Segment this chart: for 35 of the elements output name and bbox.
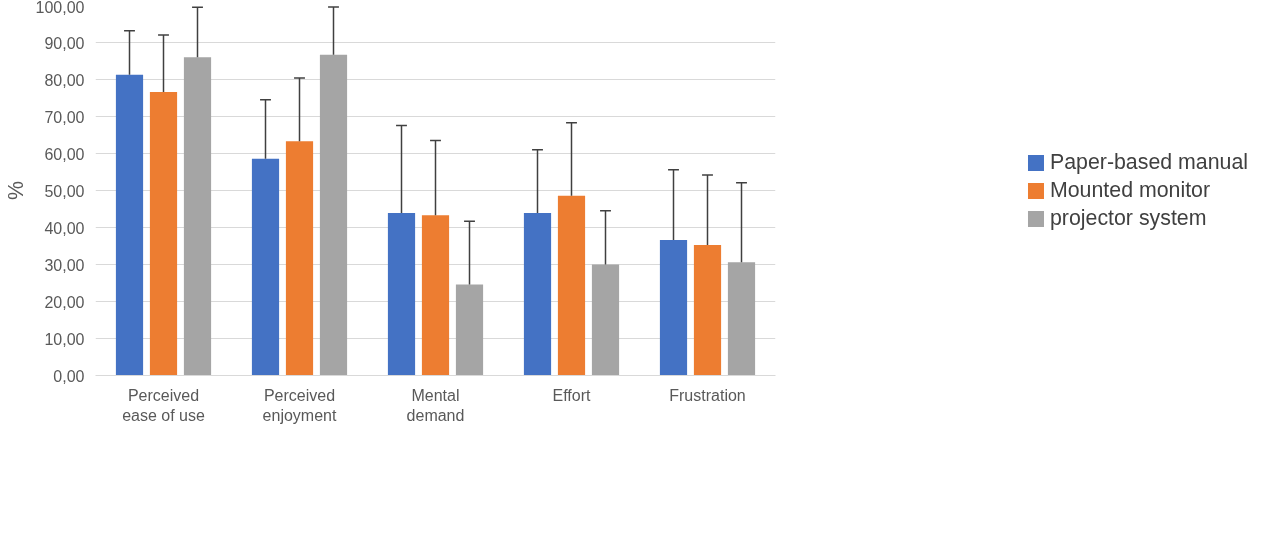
bar xyxy=(115,74,144,376)
legend-label: projector system xyxy=(1049,205,1207,231)
x-tick-label: Mental demand xyxy=(406,386,465,424)
y-tick-label: 50,00 xyxy=(44,182,85,200)
x-tick-label: Frustration xyxy=(669,386,746,404)
y-tick-label: 0,00 xyxy=(53,367,85,385)
bar xyxy=(659,240,688,376)
y-tick-label: 60,00 xyxy=(44,145,85,163)
y-tick-label: 80,00 xyxy=(44,71,85,89)
bar xyxy=(387,213,416,376)
y-tick-label: 20,00 xyxy=(44,293,85,311)
y-tick-label: 10,00 xyxy=(44,330,85,348)
bar xyxy=(591,264,620,376)
y-tick-label: 90,00 xyxy=(44,34,85,52)
legend-label: Paper-based manual xyxy=(1049,149,1249,175)
bar xyxy=(693,244,722,376)
bar xyxy=(149,92,178,376)
bar xyxy=(455,284,484,376)
bar xyxy=(421,215,450,376)
x-tick-label: Effort xyxy=(552,386,592,404)
bar xyxy=(285,141,314,376)
y-tick-label: 70,00 xyxy=(44,108,85,126)
y-tick-label: 100,00 xyxy=(35,0,85,16)
bar xyxy=(251,158,280,376)
bar xyxy=(557,195,586,376)
bar xyxy=(523,213,552,376)
y-tick-label: 40,00 xyxy=(44,219,85,237)
x-tick-label: Perceived ease of use xyxy=(122,386,205,424)
bar xyxy=(727,262,756,376)
x-tick-label: Perceived enjoyment xyxy=(262,386,337,424)
y-axis-title: % xyxy=(3,180,28,200)
bar xyxy=(183,57,212,376)
legend-label: Mounted monitor xyxy=(1049,177,1211,203)
y-tick-label: 30,00 xyxy=(44,256,85,274)
bar xyxy=(319,54,348,376)
